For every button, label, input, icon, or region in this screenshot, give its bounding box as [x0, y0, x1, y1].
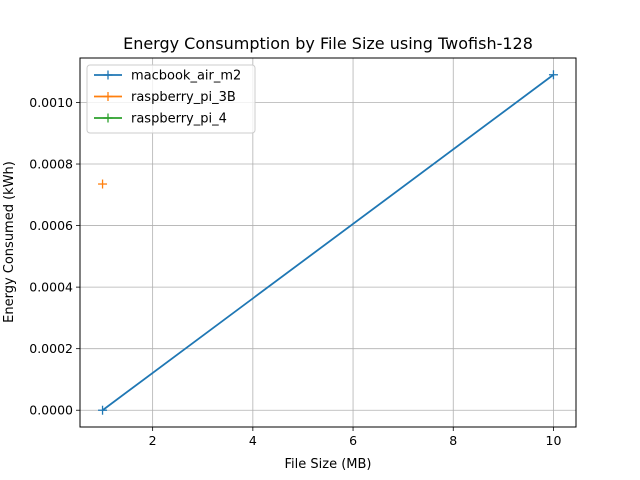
x-tick-label: 8 [449, 433, 457, 448]
grid [80, 58, 576, 427]
y-axis-label: Energy Consumed (kWh) [2, 161, 17, 323]
y-tick-label: 0.0006 [29, 218, 73, 233]
legend-label: macbook_air_m2 [131, 69, 241, 84]
series-raspberry_pi_3B [98, 179, 108, 189]
series-layer [98, 70, 558, 415]
legend-swatch-marker [103, 92, 113, 101]
chart-title: Energy Consumption by File Size using Tw… [123, 34, 533, 53]
series-line [102, 74, 554, 411]
x-axis-label: File Size (MB) [285, 457, 372, 472]
legend-entry: raspberry_pi_3B [94, 90, 236, 105]
y-axis-ticks: 0.0000 0.0002 0.0004 0.0006 0.0008 0.0010 [29, 95, 80, 418]
x-tick-label: 4 [249, 433, 257, 448]
legend-entry: raspberry_pi_4 [94, 112, 227, 127]
legend-label: raspberry_pi_4 [131, 112, 227, 127]
x-tick-label: 2 [149, 433, 157, 448]
y-tick-label: 0.0004 [29, 280, 73, 295]
data-point-marker [98, 405, 108, 415]
y-tick-label: 0.0010 [29, 95, 73, 110]
y-tick-label: 0.0008 [29, 157, 73, 172]
legend-swatch-marker [103, 113, 113, 123]
y-tick-label: 0.0000 [29, 403, 73, 418]
x-axis-ticks: 2 4 6 8 10 [149, 427, 562, 448]
legend: macbook_air_m2 raspberry_pi_3B raspberry_p… [86, 64, 256, 134]
data-point-marker [548, 70, 558, 80]
legend-swatch-marker [103, 70, 113, 80]
legend-box [86, 64, 256, 134]
legend-entry: macbook_air_m2 [94, 69, 241, 84]
plot-frame [79, 57, 577, 428]
x-tick-label: 6 [349, 433, 357, 448]
data-point-marker [98, 179, 108, 189]
x-tick-label: 10 [546, 433, 562, 448]
legend-label: raspberry_pi_3B [131, 90, 236, 105]
y-tick-label: 0.0002 [29, 341, 73, 356]
series-macbook_air_m2 [98, 70, 558, 415]
